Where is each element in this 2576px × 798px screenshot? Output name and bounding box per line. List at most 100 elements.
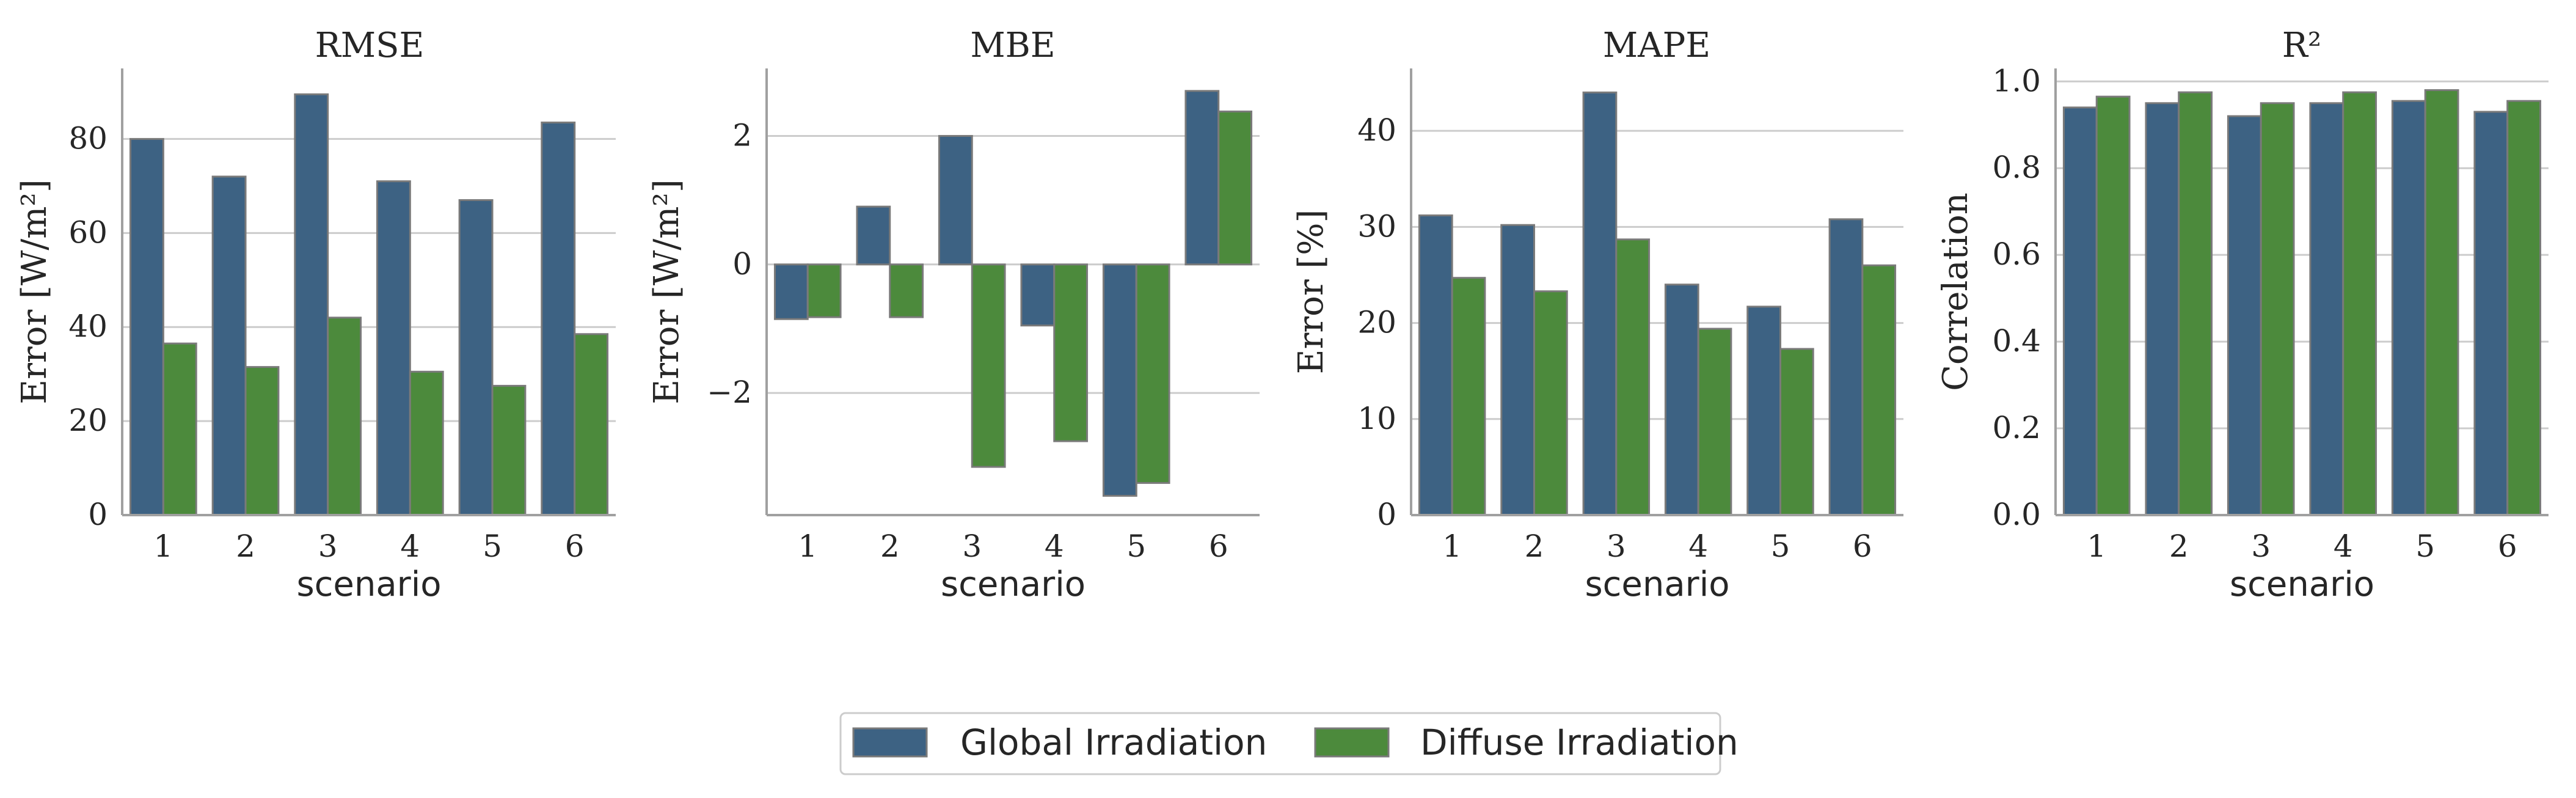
xtick-label-rmse: 5 [483, 529, 502, 564]
xtick-label-mape: 2 [1525, 529, 1544, 564]
bar-mape-global-4 [1664, 284, 1699, 516]
ytick-label-mbe: 0 [732, 246, 752, 282]
bar-r2-diffuse-6 [2506, 100, 2542, 516]
bar-mbe-diffuse-6 [1217, 110, 1253, 266]
bar-rmse-global-6 [541, 121, 576, 516]
xtick-label-r2: 5 [2415, 529, 2435, 564]
bar-mbe-diffuse-3 [971, 263, 1006, 468]
bar-rmse-diffuse-6 [574, 333, 609, 516]
xtick-label-r2: 4 [2333, 529, 2353, 564]
legend-frame [839, 712, 1721, 775]
bar-mbe-diffuse-2 [889, 263, 924, 318]
bar-mbe-global-3 [938, 134, 973, 266]
ytick-label-mape: 30 [1357, 208, 1396, 244]
panel-rmse: 0 20 40 60 80 1 2 3 4 5 6 scenario Error [W/m²] RMSE [15, 26, 616, 604]
xtick-label-mbe: 4 [1045, 529, 1064, 564]
xlabel-r2: scenario [2230, 565, 2374, 604]
bar-mape-global-1 [1418, 214, 1453, 516]
bars-rmse [129, 93, 609, 516]
legend-swatch-diffuse [1314, 727, 1390, 758]
ytick-label-mape: 0 [1377, 497, 1396, 532]
bar-rmse-diffuse-5 [491, 384, 527, 516]
bar-mbe-global-2 [856, 205, 891, 266]
xtick-label-mbe: 2 [880, 529, 900, 564]
bar-rmse-global-3 [294, 93, 329, 516]
xtick-label-mbe: 3 [962, 529, 982, 564]
bar-mbe-global-1 [773, 263, 809, 320]
xtick-label-mape: 6 [1853, 529, 1872, 564]
bar-mbe-diffuse-4 [1053, 263, 1089, 442]
bar-mape-diffuse-4 [1697, 328, 1732, 516]
bar-mbe-global-4 [1020, 263, 1056, 327]
bar-r2-diffuse-2 [2178, 91, 2213, 516]
bars-mbe [773, 90, 1253, 497]
bar-r2-global-5 [2391, 100, 2426, 516]
bar-mape-diffuse-2 [1533, 290, 1568, 516]
bar-r2-global-6 [2473, 111, 2509, 516]
xtick-label-rmse: 6 [565, 529, 585, 564]
bar-r2-global-4 [2309, 102, 2344, 516]
legend-swatch-global [852, 727, 928, 758]
xtick-label-mape: 4 [1688, 529, 1708, 564]
bar-mape-global-5 [1746, 306, 1781, 516]
xlabel-mbe: scenario [941, 565, 1085, 604]
xtick-label-mape: 5 [1771, 529, 1790, 564]
panel-r2: 0.0 0.2 0.4 0.6 0.8 1.0 1 2 3 4 5 6 scenario Correlat… [1936, 26, 2549, 604]
bar-r2-diffuse-1 [2095, 95, 2131, 516]
ytick-label-r2: 0.8 [1992, 150, 2041, 185]
bar-rmse-global-5 [458, 199, 494, 516]
title-rmse: RMSE [315, 26, 425, 65]
ytick-label-r2: 0.4 [1992, 323, 2041, 359]
xtick-label-mbe: 6 [1209, 529, 1228, 564]
xtick-label-mape: 1 [1442, 529, 1462, 564]
ytick-label-r2: 0.6 [1992, 236, 2041, 272]
ytick-label-rmse: 40 [68, 309, 108, 344]
bar-rmse-diffuse-1 [162, 342, 197, 516]
xtick-label-r2: 2 [2169, 529, 2189, 564]
xtick-label-r2: 3 [2251, 529, 2271, 564]
ytick-label-mape: 10 [1357, 401, 1396, 436]
bar-r2-global-2 [2145, 102, 2180, 516]
ytick-label-rmse: 60 [68, 214, 108, 250]
xtick-label-mbe: 5 [1126, 529, 1146, 564]
xtick-label-mape: 3 [1607, 529, 1626, 564]
ytick-label-mbe: −2 [707, 375, 752, 410]
bar-mape-diffuse-1 [1451, 277, 1486, 516]
xtick-label-rmse: 2 [236, 529, 255, 564]
legend: Global Irradiation Diffuse Irradiation [839, 712, 1739, 775]
bar-rmse-diffuse-2 [244, 366, 280, 516]
bars-r2 [2062, 89, 2542, 516]
panel-mape: 0 10 20 30 40 1 2 3 4 5 6 scenario Error [%] MAPE [1291, 26, 1903, 604]
ylabel-rmse: Error [W/m²] [15, 179, 54, 404]
xtick-label-r2: 1 [2087, 529, 2106, 564]
xtick-label-rmse: 4 [400, 529, 420, 564]
bar-mbe-global-5 [1102, 263, 1137, 497]
bar-mape-global-6 [1828, 218, 1864, 516]
bar-mape-global-3 [1582, 91, 1618, 516]
bar-r2-diffuse-5 [2424, 89, 2459, 516]
ytick-label-r2: 0.2 [1992, 410, 2041, 445]
ylabel-mape: Error [%] [1291, 210, 1331, 375]
bar-r2-global-1 [2062, 106, 2098, 516]
ytick-label-rmse: 80 [68, 120, 108, 156]
ytick-label-mape: 20 [1357, 305, 1396, 340]
ytick-label-mape: 40 [1357, 112, 1396, 148]
bar-rmse-diffuse-4 [409, 370, 444, 516]
bar-mbe-diffuse-1 [806, 263, 842, 318]
bar-mbe-diffuse-5 [1135, 263, 1170, 484]
bar-rmse-diffuse-3 [327, 317, 362, 516]
bar-r2-diffuse-4 [2342, 91, 2377, 516]
bar-r2-diffuse-3 [2260, 102, 2295, 516]
ylabel-mbe: Error [W/m²] [647, 179, 687, 404]
legend-label-diffuse: Diffuse Irradiation [1420, 722, 1739, 763]
xlabel-rmse: scenario [296, 565, 441, 604]
bar-rmse-global-1 [129, 137, 164, 516]
title-mbe: MBE [970, 26, 1055, 65]
xlabel-mape: scenario [1585, 565, 1729, 604]
title-mape: MAPE [1603, 26, 1710, 65]
ytick-label-r2: 1.0 [1992, 63, 2041, 98]
xtick-label-rmse: 3 [318, 529, 338, 564]
title-r2: R² [2282, 26, 2322, 65]
bar-mape-diffuse-3 [1615, 238, 1651, 516]
bar-rmse-global-2 [211, 175, 247, 516]
